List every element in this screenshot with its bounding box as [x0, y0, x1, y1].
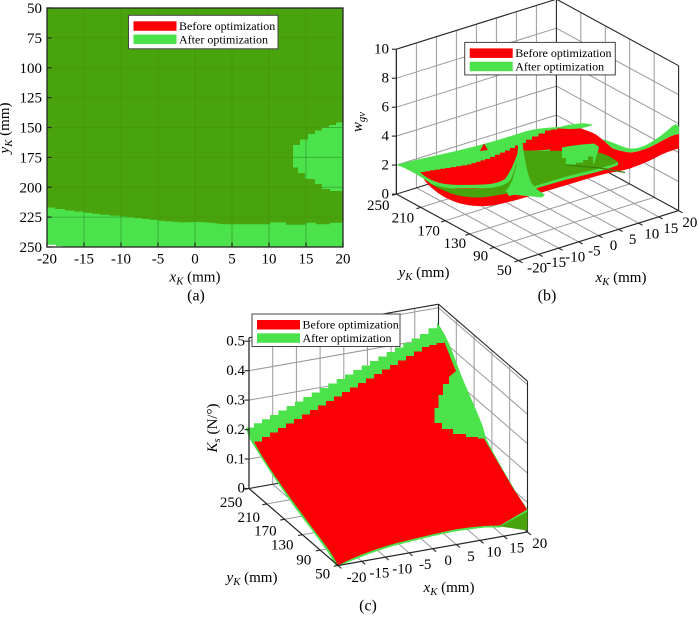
svg-text:After optimization: After optimization — [515, 59, 604, 73]
svg-text:75: 75 — [27, 31, 42, 47]
svg-text:0.2: 0.2 — [226, 422, 245, 438]
svg-text:15: 15 — [663, 221, 678, 237]
svg-text:After optimization: After optimization — [303, 331, 392, 345]
svg-text:50: 50 — [315, 566, 330, 582]
svg-text:5: 5 — [629, 232, 637, 248]
svg-text:10: 10 — [486, 545, 501, 561]
svg-text:yK (mm): yK (mm) — [397, 265, 450, 283]
svg-text:125: 125 — [20, 91, 43, 107]
svg-text:170: 170 — [417, 223, 440, 239]
svg-text:-20: -20 — [347, 570, 367, 586]
svg-text:20: 20 — [336, 252, 351, 268]
svg-text:210: 210 — [392, 210, 415, 226]
svg-text:0.4: 0.4 — [226, 363, 245, 379]
svg-text:Before optimization: Before optimization — [515, 46, 611, 60]
svg-text:-20: -20 — [527, 261, 547, 277]
svg-text:10: 10 — [374, 42, 389, 58]
svg-text:Before optimization: Before optimization — [303, 318, 399, 332]
svg-text:-20: -20 — [37, 252, 57, 268]
svg-text:-10: -10 — [111, 252, 131, 268]
svg-text:0: 0 — [238, 481, 246, 497]
svg-text:5: 5 — [467, 549, 475, 565]
svg-text:50: 50 — [497, 263, 512, 279]
svg-text:250: 250 — [220, 495, 243, 511]
svg-text:-10: -10 — [392, 561, 412, 577]
svg-text:15: 15 — [509, 540, 524, 556]
svg-text:50: 50 — [27, 1, 42, 17]
svg-text:210: 210 — [237, 510, 260, 526]
svg-text:Before optimization: Before optimization — [179, 19, 275, 33]
svg-text:(b): (b) — [538, 288, 557, 305]
svg-text:10: 10 — [262, 252, 277, 268]
svg-text:wgv: wgv — [350, 112, 368, 132]
svg-text:200: 200 — [20, 180, 43, 196]
svg-text:170: 170 — [254, 523, 277, 539]
svg-text:225: 225 — [20, 210, 43, 226]
svg-text:-5: -5 — [588, 244, 601, 260]
svg-text:Ks (N/°): Ks (N/°) — [205, 404, 223, 454]
svg-text:10: 10 — [644, 227, 659, 243]
svg-text:250: 250 — [367, 198, 390, 214]
svg-text:0.5: 0.5 — [226, 334, 245, 350]
svg-text:xK (mm): xK (mm) — [169, 270, 221, 288]
svg-text:8: 8 — [382, 71, 390, 87]
svg-text:yK (mm): yK (mm) — [0, 103, 15, 156]
svg-text:6: 6 — [382, 100, 390, 116]
svg-text:15: 15 — [299, 252, 314, 268]
svg-text:xK (mm): xK (mm) — [423, 580, 475, 598]
svg-text:130: 130 — [271, 537, 294, 553]
svg-text:-5: -5 — [152, 252, 165, 268]
svg-text:-15: -15 — [74, 252, 94, 268]
svg-text:5: 5 — [228, 252, 236, 268]
svg-text:100: 100 — [20, 61, 43, 77]
svg-text:150: 150 — [20, 121, 43, 137]
svg-text:20: 20 — [682, 215, 697, 231]
svg-text:0: 0 — [610, 238, 618, 254]
svg-text:175: 175 — [20, 150, 43, 166]
svg-text:250: 250 — [20, 240, 43, 256]
svg-text:(a): (a) — [187, 288, 205, 305]
svg-text:-15: -15 — [546, 255, 566, 271]
svg-text:-10: -10 — [565, 249, 585, 265]
svg-text:0: 0 — [191, 252, 199, 268]
svg-text:-5: -5 — [419, 557, 432, 573]
svg-text:After optimization: After optimization — [179, 32, 268, 46]
svg-text:130: 130 — [444, 236, 467, 252]
svg-text:90: 90 — [296, 553, 311, 569]
svg-text:0: 0 — [444, 553, 452, 569]
svg-text:2: 2 — [382, 158, 390, 174]
svg-text:20: 20 — [532, 536, 547, 552]
svg-text:xK (mm): xK (mm) — [595, 270, 647, 288]
svg-text:0.1: 0.1 — [226, 451, 245, 467]
svg-text:(c): (c) — [359, 598, 377, 615]
svg-text:90: 90 — [473, 249, 488, 265]
svg-text:0.3: 0.3 — [226, 392, 245, 408]
svg-text:4: 4 — [382, 129, 390, 145]
svg-text:0: 0 — [382, 187, 390, 203]
svg-text:yK (mm): yK (mm) — [225, 570, 278, 588]
svg-text:-15: -15 — [369, 566, 389, 582]
